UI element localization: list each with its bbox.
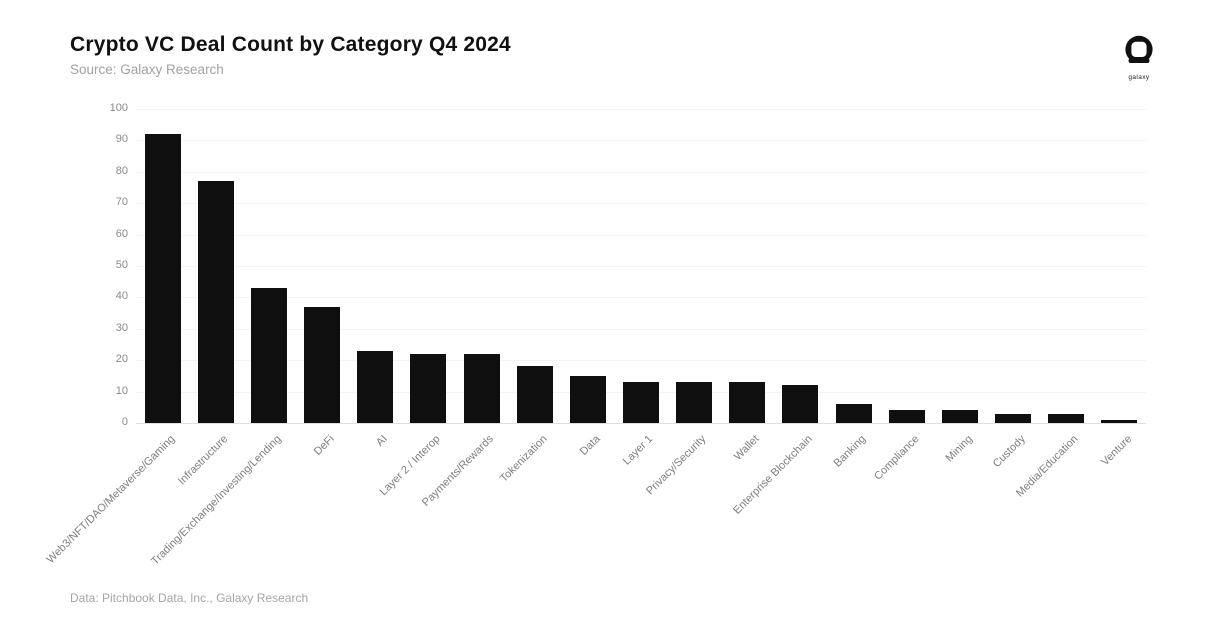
bar (782, 385, 819, 423)
y-tick-label: 30 (115, 321, 128, 334)
y-tick-label: 40 (115, 290, 128, 303)
bar (144, 134, 181, 423)
x-category-label: Wallet (732, 433, 762, 463)
x-category-label: Venture (1098, 433, 1134, 469)
bar (357, 350, 394, 423)
bar (197, 181, 234, 423)
bar (888, 410, 925, 423)
bar (729, 382, 766, 423)
bar (676, 382, 713, 423)
data-attribution: Data: Pitchbook Data, Inc., Galaxy Resea… (70, 591, 309, 605)
chart-title: Crypto VC Deal Count by Category Q4 2024 (70, 33, 511, 56)
gridline (136, 360, 1146, 362)
gridline (136, 266, 1146, 267)
bar (569, 375, 606, 423)
bar (941, 410, 978, 423)
x-category-label: DeFi (311, 433, 337, 458)
x-category-label: Layer 1 (621, 433, 656, 468)
y-tick-label: 20 (115, 353, 128, 366)
gridline (136, 140, 1146, 142)
y-tick-label: 50 (115, 259, 128, 271)
bar (1101, 419, 1138, 423)
bar (1048, 413, 1085, 423)
bar (463, 353, 500, 423)
bar (304, 306, 341, 423)
y-tick-label: 90 (115, 133, 128, 146)
x-category-label: Data (577, 433, 603, 458)
gridline (136, 234, 1146, 236)
bar (623, 382, 659, 423)
x-category-label: Mining (943, 433, 975, 465)
y-tick-label: 60 (115, 227, 128, 240)
x-category-label: Compliance (871, 433, 922, 483)
bar (995, 413, 1032, 423)
gridline (136, 171, 1146, 173)
y-tick-label: 0 (121, 416, 128, 428)
bar (250, 287, 287, 423)
y-tick-label: 10 (115, 384, 128, 397)
y-tick-label: 80 (115, 164, 128, 177)
bar (410, 353, 447, 423)
chart-subtitle: Source: Galaxy Research (70, 62, 224, 77)
galaxy-logo-label: galaxy (1128, 74, 1150, 81)
x-category-label: Tokenization (497, 433, 550, 485)
y-tick-label: 70 (115, 196, 128, 209)
x-category-label: Infrastructure (175, 433, 231, 488)
bar (835, 404, 872, 423)
x-axis-line (136, 423, 1146, 424)
gridline (136, 203, 1146, 205)
x-category-label: Web3/NFT/DAO/Metaverse/Gaming (44, 433, 178, 566)
x-category-label: Banking (831, 433, 869, 470)
x-category-label: Custody (990, 433, 1028, 471)
bar (516, 366, 553, 423)
gridline (136, 109, 1146, 110)
gridline (136, 328, 1146, 330)
galaxy-logo: galaxy (1120, 34, 1158, 81)
galaxy-logo-icon (1125, 35, 1153, 63)
x-category-label: AI (373, 433, 390, 449)
gridline (136, 297, 1146, 299)
y-tick-label: 100 (109, 102, 128, 114)
